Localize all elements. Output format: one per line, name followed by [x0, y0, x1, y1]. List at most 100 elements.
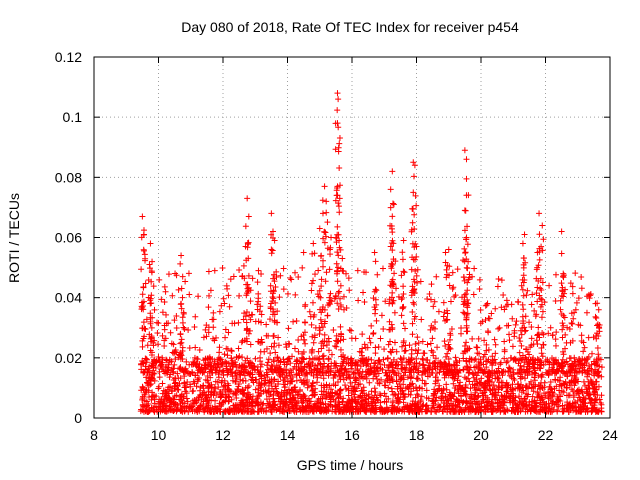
data-point — [414, 391, 421, 398]
data-point — [317, 366, 324, 373]
data-point — [268, 210, 275, 217]
data-point — [237, 406, 244, 413]
data-point — [336, 209, 343, 216]
data-point — [154, 329, 161, 336]
data-point — [228, 361, 235, 368]
data-point — [528, 301, 535, 308]
x-tick-label: 18 — [409, 427, 425, 443]
data-point — [173, 325, 180, 332]
data-point — [187, 383, 194, 390]
data-point — [592, 332, 599, 339]
data-point — [147, 240, 154, 247]
data-point — [196, 361, 203, 368]
data-point — [334, 249, 341, 256]
data-point — [295, 273, 302, 280]
data-point — [572, 369, 579, 376]
data-point — [522, 355, 529, 362]
data-point — [181, 373, 188, 380]
data-point — [174, 382, 181, 389]
data-point — [308, 287, 315, 294]
data-point — [338, 353, 345, 360]
data-point — [359, 368, 366, 375]
data-point — [584, 355, 591, 362]
data-point — [168, 387, 175, 394]
data-point — [171, 361, 178, 368]
data-point — [268, 380, 275, 387]
data-point — [275, 391, 282, 398]
data-point — [157, 408, 164, 415]
data-point — [170, 377, 177, 384]
data-point — [199, 392, 206, 399]
data-point — [227, 365, 234, 372]
data-point — [539, 396, 546, 403]
data-point — [400, 290, 407, 297]
data-point — [401, 408, 408, 415]
data-point — [178, 397, 185, 404]
data-point — [321, 239, 328, 246]
data-point — [579, 367, 586, 374]
data-point — [381, 408, 388, 415]
data-point — [530, 388, 537, 395]
data-point — [507, 354, 514, 361]
data-point — [228, 369, 235, 376]
data-point — [557, 393, 564, 400]
data-point — [245, 213, 252, 220]
data-point — [328, 351, 335, 358]
data-point — [559, 334, 566, 341]
data-point — [429, 335, 436, 342]
data-point — [368, 356, 375, 363]
data-point — [384, 375, 391, 382]
data-point — [429, 349, 436, 356]
data-point — [143, 388, 150, 395]
data-point — [388, 278, 395, 285]
data-point — [423, 387, 430, 394]
data-point — [233, 403, 240, 410]
data-point — [159, 309, 166, 316]
data-point — [141, 391, 148, 398]
data-point — [343, 359, 350, 366]
data-point — [537, 406, 544, 413]
y-tick-label: 0.02 — [55, 350, 82, 366]
data-point — [202, 366, 209, 373]
data-point — [342, 406, 349, 413]
data-point — [512, 356, 519, 363]
data-point — [361, 341, 368, 348]
data-point — [434, 344, 441, 351]
data-point — [284, 389, 291, 396]
data-point — [351, 397, 358, 404]
data-point — [327, 367, 334, 374]
data-point — [290, 396, 297, 403]
data-point — [414, 266, 421, 273]
data-point — [337, 282, 344, 289]
data-point — [522, 375, 529, 382]
data-point — [528, 335, 535, 342]
data-point — [408, 228, 415, 235]
data-point — [213, 391, 220, 398]
data-point — [454, 397, 461, 404]
data-point — [345, 374, 352, 381]
data-point — [320, 342, 327, 349]
data-point — [317, 404, 324, 411]
data-point — [567, 400, 574, 407]
data-point — [520, 318, 527, 325]
data-point — [549, 331, 556, 338]
data-point — [464, 365, 471, 372]
data-point — [389, 261, 396, 268]
data-point — [254, 408, 261, 415]
y-tick-label: 0.06 — [55, 230, 82, 246]
data-point — [418, 371, 425, 378]
data-point — [321, 228, 328, 235]
data-point — [483, 341, 490, 348]
data-point — [260, 400, 267, 407]
data-point — [552, 271, 559, 278]
data-point — [389, 213, 396, 220]
data-point — [556, 387, 563, 394]
data-point — [255, 318, 262, 325]
data-point — [229, 373, 236, 380]
data-point — [518, 342, 525, 349]
data-point — [569, 290, 576, 297]
data-point — [231, 408, 238, 415]
data-point — [578, 274, 585, 281]
data-point — [355, 398, 362, 405]
data-point — [387, 243, 394, 250]
